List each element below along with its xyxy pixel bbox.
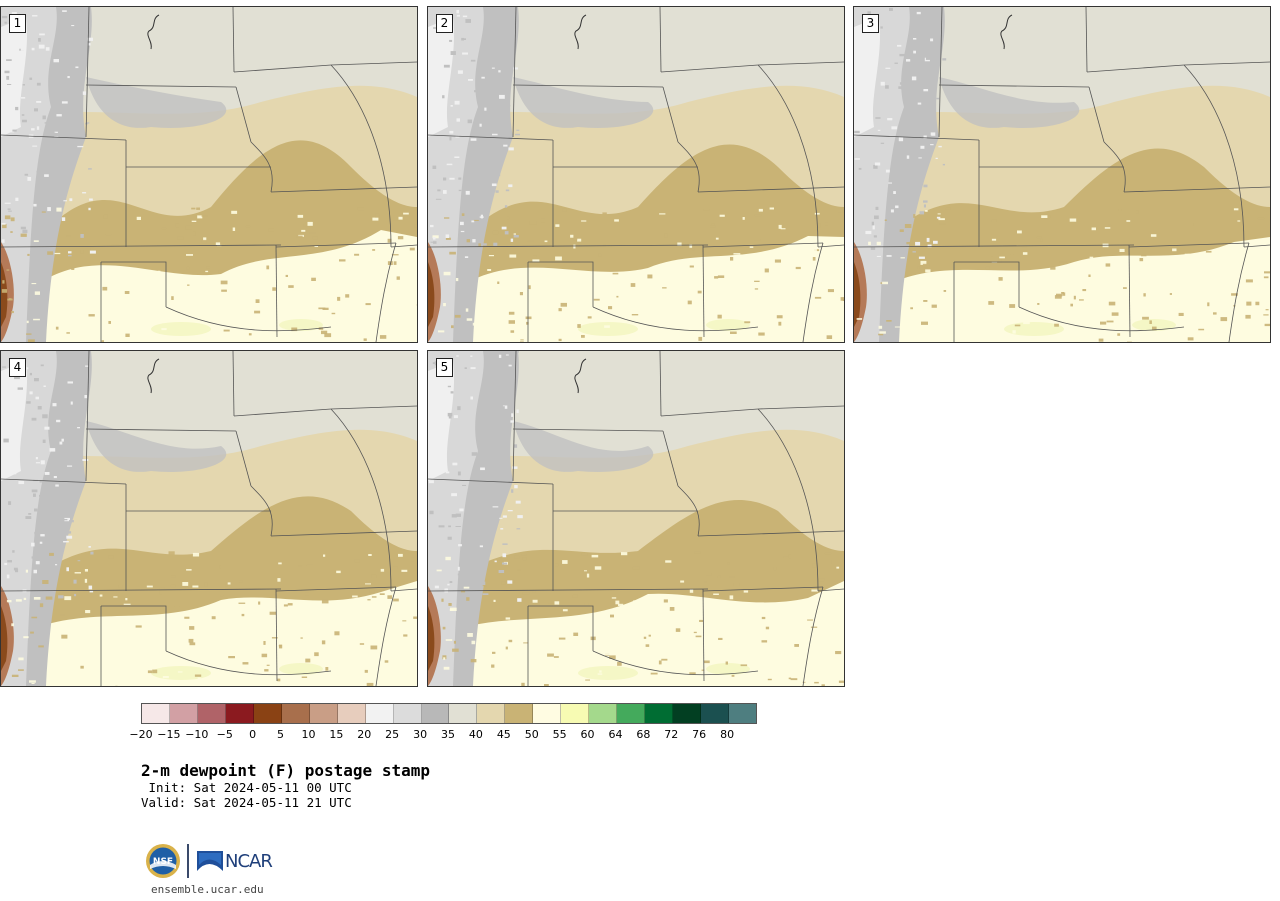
logo-bar: NSF NCAR [145,842,273,880]
colorbar-tick-label: 40 [468,728,483,741]
logo-divider [187,844,189,878]
colorbar-tick-label: −15 [157,728,181,741]
stamp-number-label: 3 [862,14,879,33]
colorbar-tick-label: 10 [301,728,316,741]
colorbar-swatch [421,704,450,723]
colorbar-tick-label: 35 [441,728,455,741]
colorbar-tick-label: 15 [329,728,344,741]
dewpoint-map-field [428,351,844,686]
colorbar-swatch [701,704,730,723]
postage-stamp-map-5: 5 [427,350,845,687]
colorbar-swatch [393,704,422,723]
ncar-logo: NCAR [197,850,273,872]
colorbar-tick-label: 45 [496,728,511,741]
colorbar-tick-label: 25 [385,728,400,741]
stamp-number-label: 2 [436,14,453,33]
colorbar-tick-label: 20 [357,728,372,741]
colorbar-swatch [589,704,618,723]
colorbar-swatch [197,704,226,723]
valid-time: Valid: Sat 2024-05-11 21 UTC [141,795,352,810]
colorbar-swatch [673,704,702,723]
colorbar-tick-labels: −20 −15 −10 −5 0 5 10 15 20 25 30 35 40 45 50 55 60 64 68 7… [129,728,757,742]
colorbar-tick-label: −20 [129,728,153,741]
ncar-mark-icon [197,851,223,871]
colorbar-tick-label: 55 [552,728,567,741]
colorbar-tick-label: −10 [185,728,209,741]
colorbar-tick-label: −5 [216,728,233,741]
colorbar-swatch [617,704,646,723]
colorbar-tick-label: 0 [249,728,257,741]
colorbar-tick-label: 68 [636,728,651,741]
colorbar-swatch [281,704,310,723]
figure-title: 2-m dewpoint (F) postage stamp [141,761,430,780]
colorbar-tick-label: 76 [692,728,707,741]
postage-stamp-map-4: 4 [0,350,418,687]
nsf-logo-icon: NSF [146,844,180,878]
colorbar-tick-label: 60 [580,728,595,741]
colorbar-swatch [645,704,674,723]
colorbar-swatch [477,704,506,723]
colorbar-tick-label: 72 [664,728,679,741]
colorbar-swatch [365,704,394,723]
colorbar-swatch [505,704,534,723]
colorbar-swatch [142,704,170,723]
stamp-number-label: 4 [9,358,26,377]
ncar-logo-text: NCAR [225,850,273,872]
init-time: Init: Sat 2024-05-11 00 UTC [141,780,352,795]
dewpoint-map-field [1,351,417,686]
colorbar-tick-label: 5 [277,728,285,741]
postage-stamp-map-1: 1 [0,6,418,343]
colorbar-swatch [225,704,254,723]
colorbar-swatch [253,704,282,723]
colorbar-swatch [169,704,198,723]
postage-stamp-map-3: 3 [853,6,1271,343]
colorbar-swatch [337,704,366,723]
colorbar-swatch [533,704,562,723]
colorbar-tick-label: 50 [524,728,539,741]
colorbar-tick-label: 30 [413,728,428,741]
colorbar-swatch [309,704,338,723]
colorbar-tick-label: 64 [608,728,623,741]
stamp-number-label: 5 [436,358,453,377]
site-url: ensemble.ucar.edu [151,883,264,896]
dewpoint-map-field [428,7,844,342]
dewpoint-map-field [1,7,417,342]
colorbar-swatch [561,704,590,723]
stamp-number-label: 1 [9,14,26,33]
colorbar-swatch [449,704,478,723]
dewpoint-map-field [854,7,1270,342]
dewpoint-colorbar [141,703,757,724]
colorbar-swatch [729,704,756,723]
colorbar-tick-label: 80 [720,728,735,741]
postage-stamp-map-2: 2 [427,6,845,343]
nsf-logo-text: NSF [153,857,173,867]
